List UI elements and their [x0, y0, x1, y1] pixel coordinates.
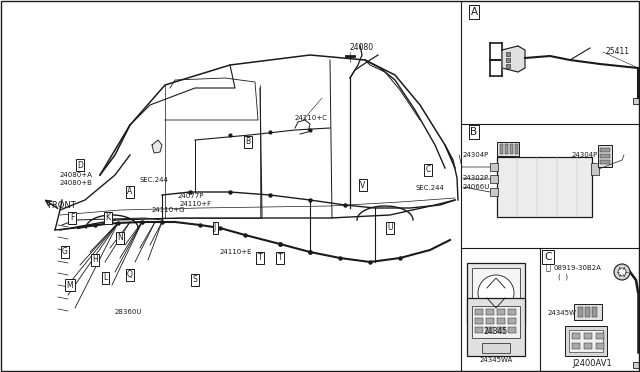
Text: C: C — [544, 252, 552, 262]
Bar — [486, 309, 494, 315]
Circle shape — [614, 264, 630, 280]
Bar — [598, 145, 612, 167]
Text: 24304P: 24304P — [572, 152, 598, 158]
Text: Q: Q — [127, 270, 133, 279]
Bar — [569, 330, 603, 352]
Text: T: T — [278, 253, 282, 263]
Bar — [508, 309, 516, 315]
Bar — [584, 343, 592, 349]
Bar — [633, 98, 640, 104]
Text: 24345WA: 24345WA — [479, 357, 513, 363]
Bar — [600, 154, 610, 158]
Bar — [578, 307, 583, 317]
Bar — [486, 318, 494, 324]
Bar — [600, 160, 610, 164]
Bar — [490, 163, 498, 171]
Text: SEC.244: SEC.244 — [140, 177, 169, 183]
Bar — [497, 142, 519, 156]
Bar — [505, 144, 508, 154]
Text: N: N — [117, 234, 123, 243]
Bar — [475, 318, 483, 324]
Text: G: G — [62, 247, 68, 257]
Text: B: B — [245, 138, 251, 147]
Text: V: V — [360, 180, 365, 189]
Text: U: U — [387, 224, 393, 232]
Text: B: B — [470, 127, 477, 137]
Text: D: D — [77, 160, 83, 170]
Bar — [572, 333, 580, 339]
Text: S: S — [193, 276, 197, 285]
Bar — [490, 188, 498, 196]
Text: 24345: 24345 — [484, 327, 508, 336]
Circle shape — [478, 275, 514, 311]
Bar — [596, 343, 604, 349]
Bar — [585, 307, 590, 317]
Circle shape — [618, 268, 626, 276]
Bar — [506, 52, 510, 56]
Bar — [565, 326, 607, 356]
Bar — [467, 298, 525, 356]
Bar — [475, 327, 483, 333]
Text: 24110+G: 24110+G — [152, 207, 186, 213]
Text: C: C — [426, 166, 431, 174]
Bar — [482, 343, 510, 353]
Text: 24080+A: 24080+A — [60, 172, 93, 178]
Text: A: A — [470, 7, 477, 17]
Bar — [591, 163, 599, 175]
Text: (  ): ( ) — [558, 274, 568, 280]
Bar — [633, 362, 640, 368]
Text: 24345W: 24345W — [548, 310, 577, 316]
Bar — [584, 333, 592, 339]
Text: 24080: 24080 — [350, 44, 374, 52]
Text: 08919-30B2A: 08919-30B2A — [554, 265, 602, 271]
Text: 24110+E: 24110+E — [220, 249, 253, 255]
Bar — [506, 58, 510, 62]
Polygon shape — [502, 46, 525, 72]
Bar — [510, 144, 513, 154]
Bar — [472, 306, 520, 338]
Text: L: L — [103, 273, 107, 282]
Bar — [475, 309, 483, 315]
Text: H: H — [92, 256, 98, 264]
Text: J2400AV1: J2400AV1 — [572, 359, 612, 369]
Text: F: F — [70, 214, 74, 222]
Text: 24077P: 24077P — [178, 193, 204, 199]
Bar — [486, 327, 494, 333]
Bar — [490, 175, 498, 183]
Bar — [596, 333, 604, 339]
Polygon shape — [152, 140, 162, 153]
Bar — [500, 144, 503, 154]
Text: 24080+B: 24080+B — [60, 180, 93, 186]
Text: SEC.244: SEC.244 — [415, 185, 444, 191]
Text: Ⓑ: Ⓑ — [545, 263, 550, 273]
Text: 24302P: 24302P — [463, 175, 489, 181]
Bar — [508, 318, 516, 324]
Text: 25411: 25411 — [605, 48, 629, 57]
Bar — [600, 148, 610, 152]
Text: T: T — [258, 253, 262, 263]
Text: M: M — [67, 280, 74, 289]
Bar — [572, 343, 580, 349]
Text: 24110+F: 24110+F — [180, 201, 212, 207]
Text: 24304P: 24304P — [463, 152, 489, 158]
Text: A: A — [127, 187, 132, 196]
Text: 24066U: 24066U — [463, 184, 490, 190]
Bar — [497, 327, 505, 333]
Bar — [497, 318, 505, 324]
Text: 28360U: 28360U — [115, 309, 143, 315]
Bar — [467, 263, 525, 323]
Text: FRONT: FRONT — [47, 201, 76, 209]
Bar — [515, 144, 518, 154]
Text: 24110+C: 24110+C — [295, 115, 328, 121]
Bar — [497, 309, 505, 315]
Bar — [506, 64, 510, 68]
Bar — [472, 268, 520, 318]
Bar — [497, 157, 592, 217]
Bar — [574, 304, 602, 320]
Bar — [592, 307, 597, 317]
Text: K: K — [106, 214, 111, 222]
Text: J: J — [214, 224, 216, 232]
Bar — [508, 327, 516, 333]
